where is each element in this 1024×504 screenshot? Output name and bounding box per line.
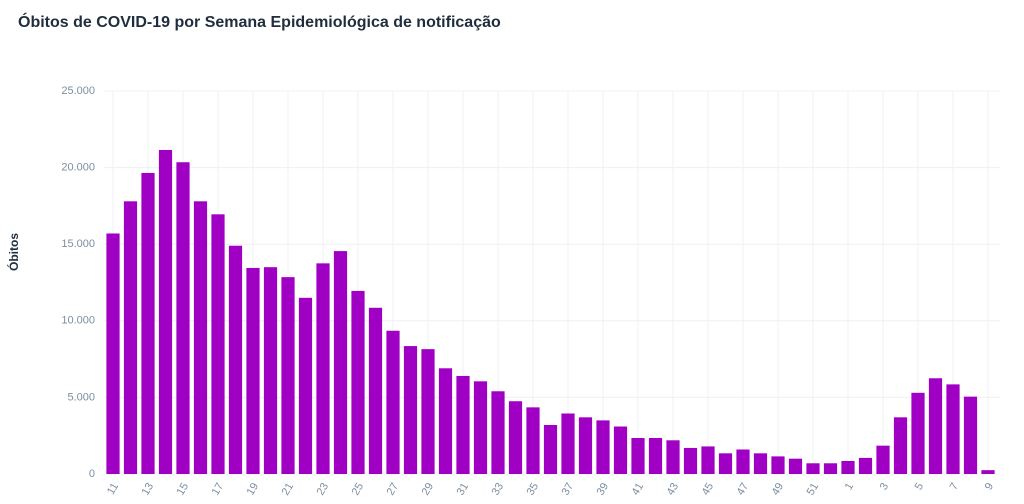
bar xyxy=(578,417,593,474)
bar xyxy=(841,460,855,474)
y-tick-label: 5.000 xyxy=(67,391,95,403)
x-tick-label: 21 xyxy=(280,481,297,498)
x-tick-label: 23 xyxy=(315,481,332,498)
bar xyxy=(106,233,120,474)
bar xyxy=(438,368,453,474)
bar xyxy=(561,413,575,474)
bar xyxy=(368,307,383,474)
bar xyxy=(141,172,155,474)
x-tick-label: 29 xyxy=(420,481,437,498)
bar xyxy=(263,267,278,474)
bar xyxy=(316,263,330,474)
x-tick-label: 47 xyxy=(735,481,752,498)
x-tick-label: 7 xyxy=(948,481,961,492)
y-tick-label: 20.000 xyxy=(61,162,95,174)
bar xyxy=(421,349,435,474)
bar xyxy=(281,277,295,474)
bar xyxy=(648,437,663,474)
bar xyxy=(928,378,943,474)
x-tick-label: 37 xyxy=(560,481,577,498)
x-tick-label: 41 xyxy=(630,481,647,498)
x-tick-label: 19 xyxy=(245,481,262,498)
bar xyxy=(631,437,645,474)
bar xyxy=(981,470,995,474)
x-tick-label: 11 xyxy=(105,481,121,497)
bar xyxy=(526,407,540,474)
x-tick-label: 51 xyxy=(805,481,822,498)
bar xyxy=(788,458,803,474)
bar xyxy=(718,453,733,474)
bar xyxy=(333,251,348,474)
bar xyxy=(683,447,698,474)
bar xyxy=(876,445,890,474)
x-tick-label: 17 xyxy=(210,481,227,498)
x-tick-label: 3 xyxy=(878,481,891,492)
x-tick-label: 45 xyxy=(700,481,717,498)
bar xyxy=(893,417,908,474)
bar xyxy=(211,214,225,475)
bar xyxy=(596,420,610,474)
bar xyxy=(298,297,313,474)
y-tick-label: 15.000 xyxy=(61,238,95,250)
bar xyxy=(491,391,505,474)
bar xyxy=(946,384,960,474)
bar xyxy=(123,201,138,474)
x-tick-label: 1 xyxy=(843,481,856,492)
x-tick-label: 49 xyxy=(770,481,787,498)
bar xyxy=(963,396,978,474)
bar xyxy=(666,440,680,474)
x-tick-label: 39 xyxy=(595,481,612,498)
bar xyxy=(158,149,173,474)
bar xyxy=(473,381,488,474)
bar xyxy=(736,449,750,474)
bar xyxy=(456,375,470,474)
bar xyxy=(193,201,208,474)
bar xyxy=(403,346,418,474)
x-tick-label: 31 xyxy=(455,481,472,498)
chart-title: Óbitos de COVID-19 por Semana Epidemioló… xyxy=(18,12,501,31)
x-tick-label: 25 xyxy=(350,481,367,498)
x-tick-label: 13 xyxy=(140,481,157,498)
x-tick-label: 27 xyxy=(385,481,402,498)
bar xyxy=(806,463,820,474)
bar xyxy=(771,456,785,474)
bar xyxy=(176,162,190,474)
bar xyxy=(911,392,925,474)
bar xyxy=(753,453,768,474)
bar xyxy=(386,330,400,474)
x-tick-label: 35 xyxy=(525,481,542,498)
bar xyxy=(701,446,715,474)
bar xyxy=(613,426,628,474)
bar xyxy=(858,457,873,474)
x-tick-label: 33 xyxy=(490,481,507,498)
x-tick-label: 9 xyxy=(983,481,996,492)
y-tick-label: 25.000 xyxy=(61,85,95,97)
bar xyxy=(351,290,365,474)
x-tick-label: 43 xyxy=(665,481,682,498)
bar xyxy=(246,267,260,474)
y-tick-label: 10.000 xyxy=(61,315,95,327)
bar xyxy=(228,245,243,474)
y-tick-label: 0 xyxy=(89,468,95,480)
x-tick-label: 5 xyxy=(913,481,926,492)
y-axis-label: Óbitos xyxy=(6,233,21,271)
x-tick-label: 15 xyxy=(175,481,192,498)
bar xyxy=(508,401,523,474)
bar xyxy=(543,424,558,474)
bar xyxy=(823,463,838,474)
